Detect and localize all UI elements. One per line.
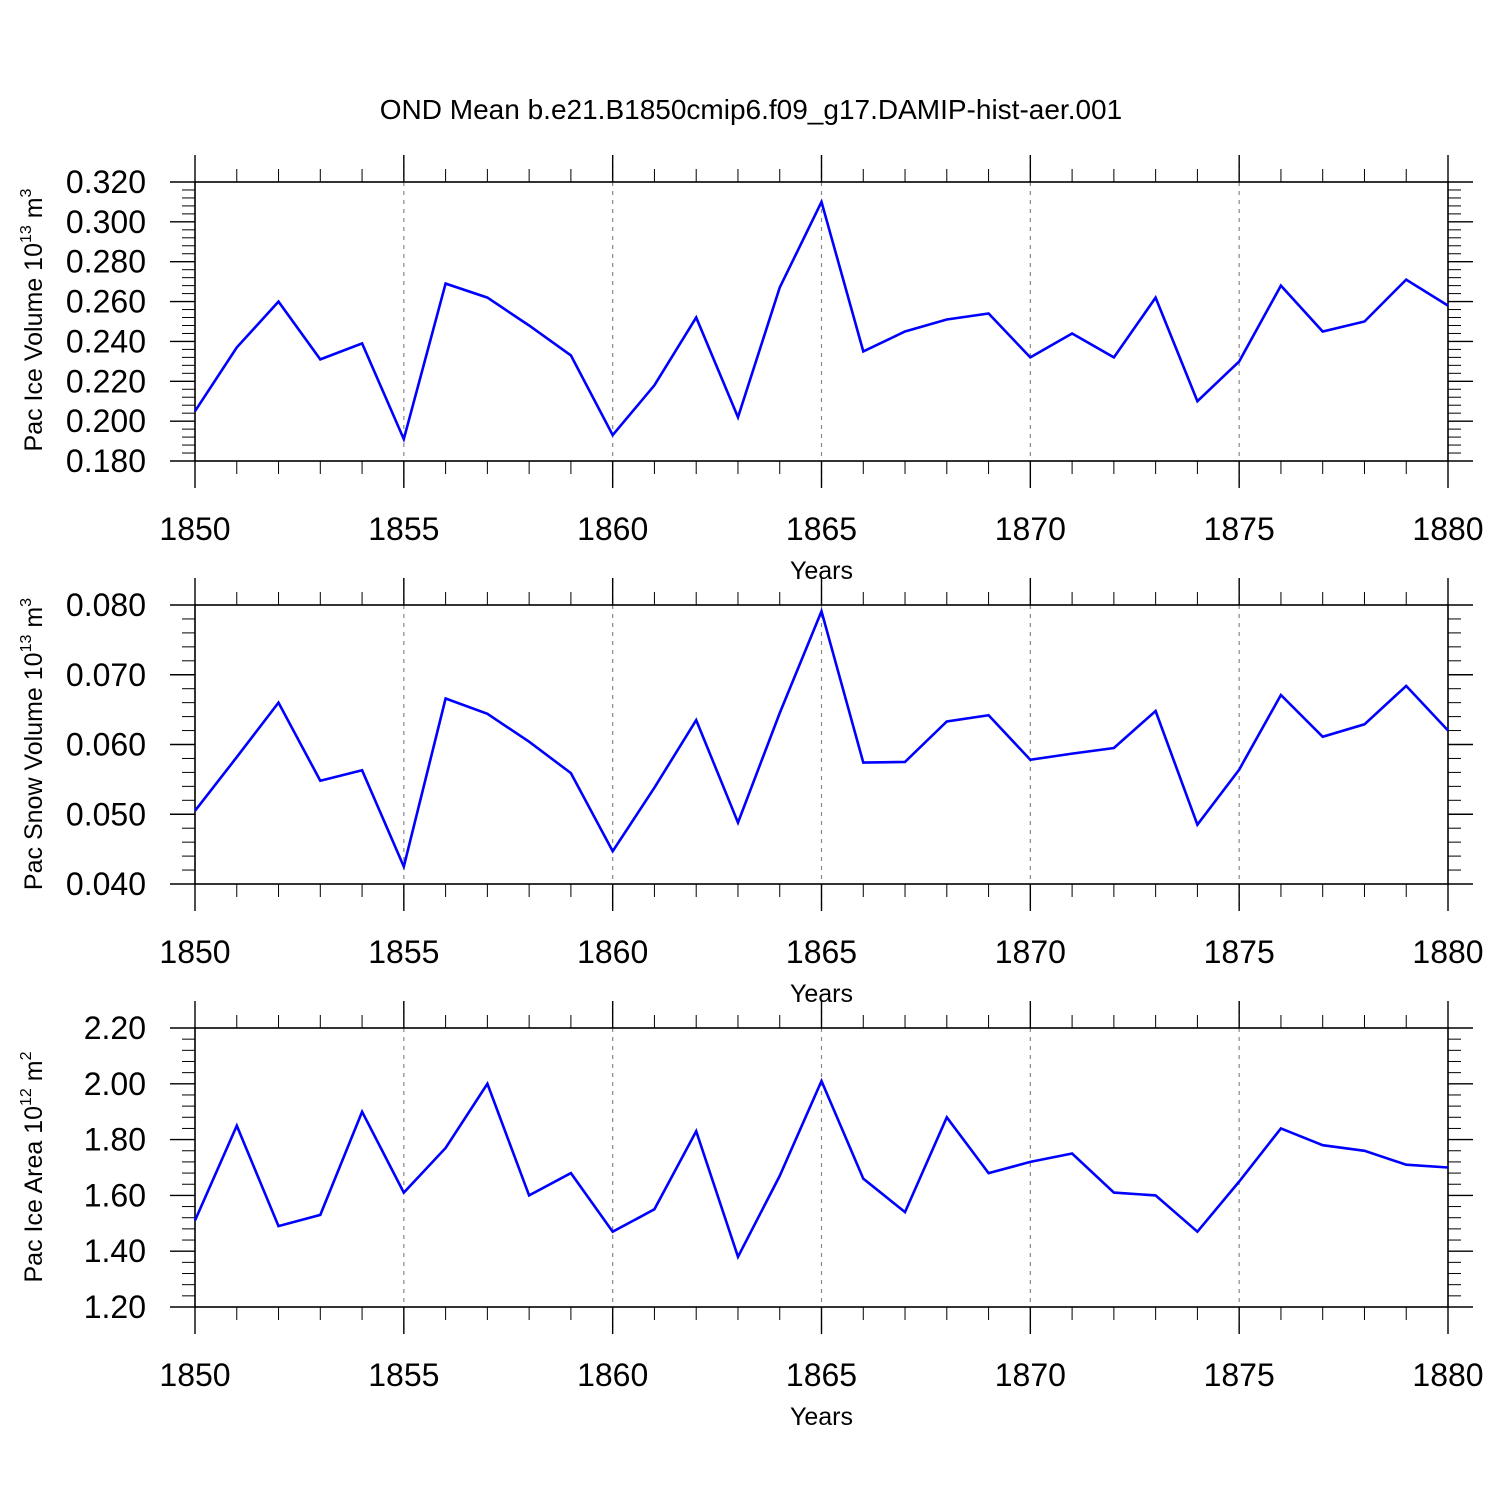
y-tick-label: 0.220	[66, 363, 146, 399]
x-tick-label: 1875	[1204, 934, 1275, 970]
y-axis-label: Pac Snow Volume 1013 m3	[18, 598, 48, 890]
y-tick-label: 2.20	[84, 1010, 146, 1046]
x-tick-label: 1850	[159, 934, 230, 970]
y-tick-label: 0.040	[66, 866, 146, 902]
series-line	[193, 607, 1449, 871]
x-tick-label: 1870	[995, 934, 1066, 970]
y-tick-label: 1.20	[84, 1289, 146, 1325]
panel-3: 1850 1855 1860 1865 1870 1875 1880 1.20 1.40 1.60…	[18, 1001, 1484, 1431]
y-tick-label: 0.320	[66, 164, 146, 200]
x-axis-label: Years	[790, 1403, 853, 1431]
x-tick-label: 1855	[368, 511, 439, 547]
y-axis-label: Pac Ice Area 1012 m2	[18, 1051, 48, 1282]
series-line	[193, 1077, 1449, 1261]
y-tick-label: 0.070	[66, 657, 146, 693]
x-tick-label: 1870	[995, 511, 1066, 547]
x-tick-label: 1880	[1412, 511, 1483, 547]
x-tick-label: 1860	[577, 511, 648, 547]
x-tick-label: 1875	[1204, 511, 1275, 547]
y-tick-label: 0.180	[66, 443, 146, 479]
x-tick-label: 1850	[159, 1357, 230, 1393]
x-tick-label: 1855	[368, 934, 439, 970]
y-tick-label: 0.240	[66, 323, 146, 359]
y-tick-label: 0.060	[66, 727, 146, 763]
x-tick-label: 1875	[1204, 1357, 1275, 1393]
x-tick-label: 1850	[159, 511, 230, 547]
y-tick-label: 0.280	[66, 244, 146, 280]
y-tick-label: 0.200	[66, 403, 146, 439]
series-line	[193, 198, 1449, 444]
chart-panels: 1850 1855 1860 1865 1870 1875 1880 0.180 0.200 0.…	[18, 155, 1484, 1431]
panel-2: 1850 1855 1860 1865 1870 1875 1880 0.040 0.050 0.…	[18, 578, 1484, 1008]
y-tick-label: 1.80	[84, 1122, 146, 1158]
x-tick-label: 1865	[786, 511, 857, 547]
x-tick-label: 1860	[577, 1357, 648, 1393]
y-tick-label: 1.60	[84, 1177, 146, 1213]
x-tick-label: 1880	[1412, 934, 1483, 970]
x-tick-label: 1855	[368, 1357, 439, 1393]
plot-frame	[194, 604, 1449, 885]
plot-frame	[194, 181, 1449, 462]
chart-title: OND Mean b.e21.B1850cmip6.f09_g17.DAMIP-…	[380, 94, 1122, 125]
x-tick-label: 1860	[577, 934, 648, 970]
x-tick-label: 1870	[995, 1357, 1066, 1393]
y-tick-label: 0.080	[66, 587, 146, 623]
y-tick-label: 0.300	[66, 204, 146, 240]
panel-1: 1850 1855 1860 1865 1870 1875 1880 0.180 0.200 0.…	[18, 155, 1484, 585]
x-tick-label: 1865	[786, 934, 857, 970]
y-tick-label: 2.00	[84, 1066, 146, 1102]
y-axis-label: Pac Ice Volume 1013 m3	[18, 188, 48, 451]
x-tick-label: 1880	[1412, 1357, 1483, 1393]
x-tick-label: 1865	[786, 1357, 857, 1393]
y-tick-label: 0.050	[66, 796, 146, 832]
y-tick-label: 0.260	[66, 284, 146, 320]
y-tick-label: 1.40	[84, 1233, 146, 1269]
